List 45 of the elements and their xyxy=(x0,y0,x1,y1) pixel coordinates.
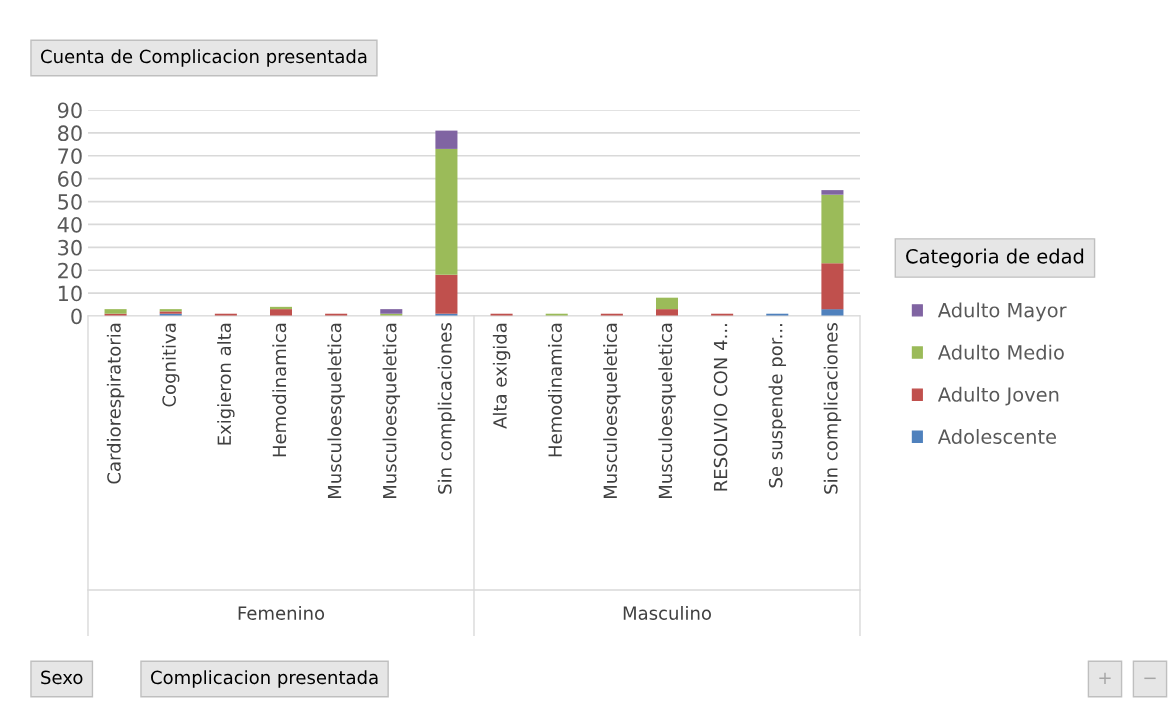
text: Sexo xyxy=(41,670,83,685)
x-tick-label: Exigieron alta xyxy=(217,323,235,445)
y-tick-label: 60 xyxy=(58,171,82,187)
x-tick-label: Musculoesqueletica xyxy=(327,323,345,499)
chart-title: Cuenta de Complicacion presentada xyxy=(41,49,367,67)
x-tick-label: Se suspende por... xyxy=(768,324,787,488)
y-tick-label: 50 xyxy=(58,194,82,210)
y-tick-label: 20 xyxy=(58,262,82,279)
text: Complicacion presentada xyxy=(151,670,378,688)
x-tick-label: Sin complicaciones xyxy=(437,323,456,494)
x-tick-label: RESOLVIO CON 4... xyxy=(713,324,728,491)
x-tick-label: Alta exigida xyxy=(492,323,511,429)
text: − xyxy=(1144,677,1156,680)
bar xyxy=(104,309,127,314)
bar xyxy=(821,190,844,195)
legend-label: Adulto Joven xyxy=(937,386,1059,406)
x-tick-label: Musculoesqueletica xyxy=(382,323,401,499)
bar xyxy=(821,263,844,310)
x-tick-label: Cardiorespiratoria xyxy=(106,323,125,484)
x-tick-label: Sin complicaciones xyxy=(823,323,842,494)
legend-label: Adulto Medio xyxy=(937,344,1064,360)
legend-label: Adulto Mayor xyxy=(937,302,1067,322)
y-tick-label: 10 xyxy=(58,285,82,302)
y-tick-label: 90 xyxy=(57,102,82,119)
text: Masculino xyxy=(623,605,711,620)
text: Femenino xyxy=(238,605,325,620)
y-tick-label: 80 xyxy=(58,125,82,142)
bar xyxy=(380,309,403,314)
bar xyxy=(435,274,458,314)
x-tick-label: Hemodinamica xyxy=(272,323,287,457)
x-tick-label: Cognitiva xyxy=(161,323,180,407)
y-tick-label: 30 xyxy=(58,239,82,256)
text: + xyxy=(1099,672,1111,684)
bar xyxy=(821,194,844,264)
x-tick-label: Hemodinamica xyxy=(547,323,562,457)
legend-title: Categoria de edad xyxy=(906,248,1084,268)
x-tick-label: Musculoesqueletica xyxy=(603,323,621,499)
bar xyxy=(435,148,458,275)
x-tick-label: Musculoesqueletica xyxy=(658,323,676,499)
bar xyxy=(435,130,458,149)
y-tick-label: 0 xyxy=(71,308,82,325)
y-tick-label: 40 xyxy=(57,216,82,233)
bar xyxy=(655,297,679,310)
legend-label: Adolescente xyxy=(937,428,1056,445)
y-tick-label: 70 xyxy=(58,148,82,164)
